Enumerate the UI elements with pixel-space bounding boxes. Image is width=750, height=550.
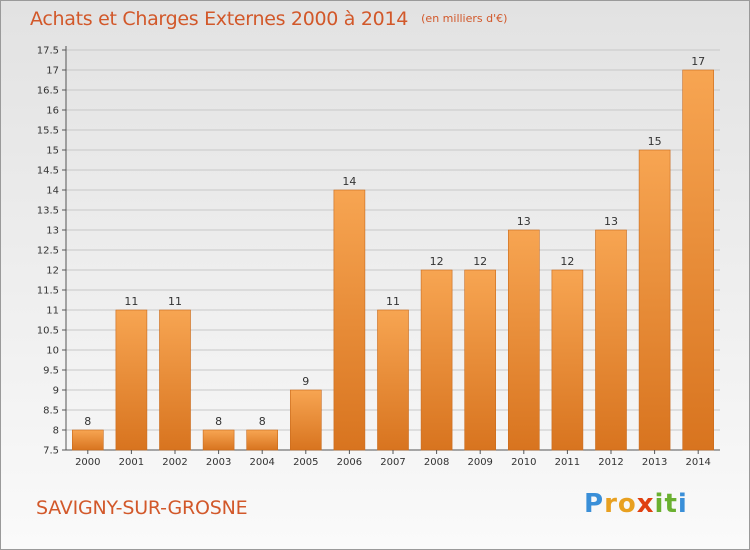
bar-2010 <box>507 229 540 451</box>
y-tick-label: 12 <box>46 266 59 277</box>
value-label-2006: 14 <box>342 175 356 188</box>
logo-letter: P <box>584 489 605 519</box>
y-tick-labels: 7.5 8 8.5 9 9.5 10 10.5 11 11.5 12 12.5 13 13.5 14 14.… <box>37 46 59 457</box>
bar-2001 <box>115 309 148 451</box>
bar-2014 <box>682 69 715 451</box>
logo-letter: r <box>604 489 618 519</box>
y-tick-label: 10 <box>46 346 59 357</box>
value-label-2002: 11 <box>168 295 182 308</box>
x-tick-label-2004: 2004 <box>249 457 274 468</box>
value-label-2012: 13 <box>604 215 618 228</box>
y-tick-label: 16 <box>46 106 59 117</box>
value-label-2009: 12 <box>473 255 487 268</box>
bar-2002 <box>159 309 191 451</box>
y-tick-label: 16.5 <box>37 86 59 97</box>
y-tick-label: 13.5 <box>37 206 59 217</box>
value-label-2014: 17 <box>691 55 705 68</box>
x-tick-label-2006: 2006 <box>337 457 362 468</box>
x-tick-label-2000: 2000 <box>75 457 100 468</box>
y-tick-label: 15.5 <box>37 126 59 137</box>
value-label-2010: 13 <box>517 215 531 228</box>
value-label-2013: 15 <box>648 135 662 148</box>
value-label-2005: 9 <box>302 375 309 388</box>
value-label-2007: 11 <box>386 295 400 308</box>
bar-2007 <box>377 309 409 451</box>
x-tick-label-2009: 2009 <box>467 457 492 468</box>
logo-letter: x <box>636 489 655 519</box>
value-label-2000: 8 <box>84 415 91 428</box>
bar-2012 <box>595 229 627 451</box>
y-tick-label: 8 <box>53 426 59 437</box>
logo-letter: o <box>617 489 637 519</box>
logo-letter: i <box>654 489 665 519</box>
y-tick-label: 14 <box>46 186 59 197</box>
value-label-2011: 12 <box>560 255 574 268</box>
bar-2013 <box>638 149 671 451</box>
x-tick-label-2011: 2011 <box>555 457 580 468</box>
bar-2009 <box>464 269 497 451</box>
value-label-2001: 11 <box>124 295 138 308</box>
value-label-2004: 8 <box>259 415 266 428</box>
y-tick-label: 8.5 <box>43 406 59 417</box>
chart-title: Achats et Charges Externes 2000 à 2014 <box>30 8 409 30</box>
logo-letter: t <box>664 489 678 519</box>
bar-2004 <box>246 429 278 451</box>
x-tick-label-2008: 2008 <box>424 457 449 468</box>
y-tick-label: 14.5 <box>37 166 59 177</box>
x-tick-label-2014: 2014 <box>685 457 710 468</box>
logo-letter: i <box>677 489 688 519</box>
bar-2008 <box>420 269 453 451</box>
title-row: Achats et Charges Externes 2000 à 2014 (… <box>30 8 507 30</box>
y-tick-label: 9 <box>53 386 59 397</box>
y-tick-label: 15 <box>46 146 59 157</box>
y-tick-label: 13 <box>46 226 59 237</box>
value-labels: 8 11 11 8 8 9 14 11 12 12 13 12 13 15 17 <box>84 55 705 428</box>
x-tick-labels: 2000 2001 2002 2003 2004 2005 2006 2007 2008 2009… <box>75 450 711 468</box>
y-tick-label: 12.5 <box>37 246 59 257</box>
x-tick-label-2002: 2002 <box>162 457 187 468</box>
bars <box>72 69 715 451</box>
bar-2005 <box>289 389 322 451</box>
bar-2011 <box>551 269 584 451</box>
y-tick-label: 7.5 <box>43 446 59 457</box>
x-tick-label-2001: 2001 <box>119 457 144 468</box>
y-tick-label: 11.5 <box>37 286 59 297</box>
x-tick-label-2012: 2012 <box>598 457 623 468</box>
y-tick-label: 17.5 <box>37 46 59 57</box>
y-tick-label: 17 <box>46 66 59 77</box>
y-tick-label: 10.5 <box>37 326 59 337</box>
value-label-2003: 8 <box>215 415 222 428</box>
x-tick-label-2005: 2005 <box>293 457 318 468</box>
bar-2003 <box>202 429 235 451</box>
value-label-2008: 12 <box>430 255 444 268</box>
commune-name: SAVIGNY-SUR-GROSNE <box>36 497 248 519</box>
x-tick-label-2013: 2013 <box>642 457 667 468</box>
bar-2006 <box>333 189 366 451</box>
chart-subtitle: (en milliers d'€) <box>421 12 508 25</box>
x-tick-label-2003: 2003 <box>206 457 231 468</box>
y-tick-label: 9.5 <box>43 366 59 377</box>
x-tick-label-2007: 2007 <box>380 457 405 468</box>
bar-2000 <box>72 429 104 451</box>
proxiti-logo: Proxiti <box>584 489 688 519</box>
y-tick-label: 11 <box>46 306 59 317</box>
x-tick-label-2010: 2010 <box>511 457 536 468</box>
